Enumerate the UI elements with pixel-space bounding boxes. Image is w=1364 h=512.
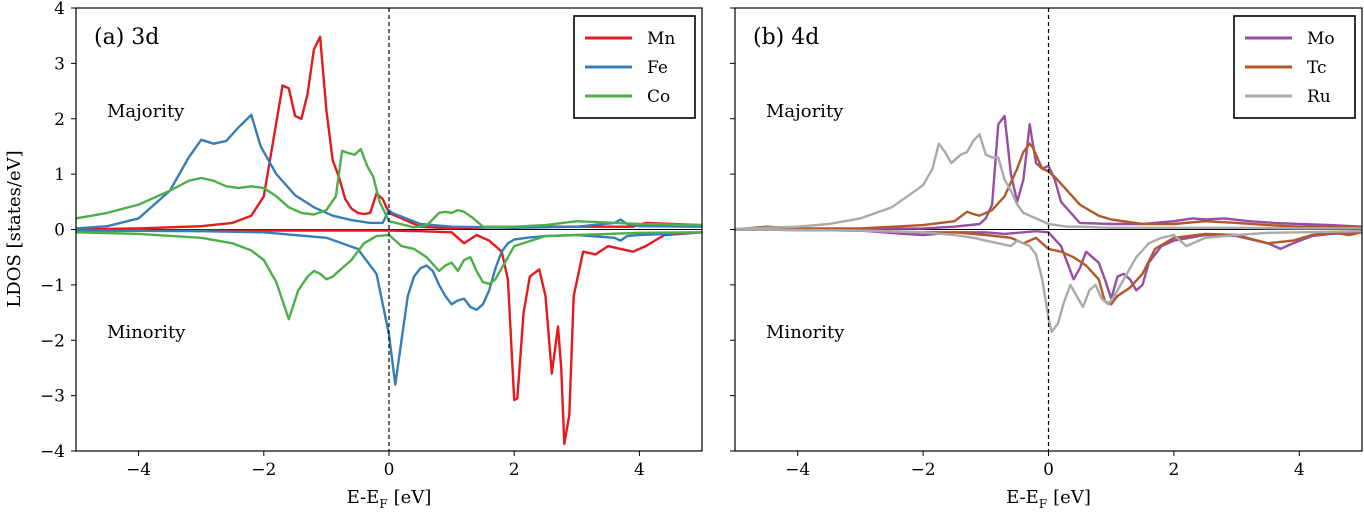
x-axis-label-unit: [eV] (1053, 487, 1091, 508)
series-line-fe-majority (76, 113, 702, 230)
y-tick-label: 2 (54, 110, 65, 130)
series-line-ru-minority (735, 228, 1362, 334)
legend: Mo Tc Ru (1233, 15, 1356, 119)
x-tick-label: 4 (1294, 460, 1305, 480)
series-line-ru-majority (735, 133, 1362, 231)
x-tick-label: 2 (1168, 460, 1179, 480)
y-axis-label: LDOS [states/eV] (4, 150, 25, 307)
y-tick-label: −4 (40, 442, 65, 462)
y-tick-label: −3 (40, 387, 65, 407)
panel-title: (a) 3d (94, 25, 159, 50)
y-tick-label: 3 (54, 54, 65, 74)
annotation-minority: Minority (107, 322, 186, 343)
series-line-mn-minority (76, 229, 702, 445)
y-tick-label: 4 (54, 0, 65, 19)
annotation-majority: Majority (766, 101, 844, 122)
x-tick-label: 2 (509, 460, 520, 480)
y-tick-label: −2 (40, 331, 65, 351)
legend-label-fe: Fe (647, 58, 668, 78)
panel-4d: −4 −2 0 2 4 E-EF [eV] (b) 4d Majority Minority Mo T… (730, 7, 1363, 511)
x-axis-label-subscript: F (379, 497, 387, 511)
x-axis-label-subscript: F (1039, 497, 1047, 511)
series-line-mn-majority (76, 35, 702, 231)
series-line-co-minority (76, 231, 702, 321)
legend-label-co: Co (647, 87, 670, 107)
x-tick-label: −4 (126, 460, 151, 480)
x-tick-label: −4 (785, 460, 810, 480)
y-tick-label: 0 (54, 221, 65, 241)
x-axis-label: E-EF [eV] (1006, 487, 1091, 511)
y-tick-label: −1 (40, 276, 65, 296)
legend-label-ru: Ru (1307, 87, 1331, 107)
legend: Mn Fe Co (573, 15, 696, 119)
x-tick-label: 0 (1043, 460, 1054, 480)
x-tick-label: −2 (251, 460, 276, 480)
series-line-tc-minority (735, 228, 1362, 306)
legend-label-tc: Tc (1307, 58, 1327, 78)
series-line-co-majority (76, 148, 702, 229)
x-tick-label: 4 (634, 460, 645, 480)
y-tick-label: 1 (54, 165, 65, 185)
x-axis-label: E-EF [eV] (347, 487, 432, 511)
annotation-minority: Minority (766, 322, 845, 343)
x-axis-label-unit: [eV] (394, 487, 432, 508)
panel-title: (b) 4d (753, 25, 819, 50)
x-axis-label-main: E-E (347, 487, 380, 508)
annotation-majority: Majority (107, 101, 185, 122)
legend-label-mo: Mo (1307, 29, 1335, 49)
panel-3d: −4 −2 0 2 4 −4 −3 −2 −1 0 1 2 3 4 E-EF [eV] (a) 3d Majori… (40, 0, 703, 511)
series-line-tc-majority (735, 142, 1362, 231)
x-axis-label-main: E-E (1006, 487, 1039, 508)
x-tick-label: −2 (911, 460, 936, 480)
legend-label-mn: Mn (647, 29, 675, 49)
x-tick-label: 0 (384, 460, 395, 480)
